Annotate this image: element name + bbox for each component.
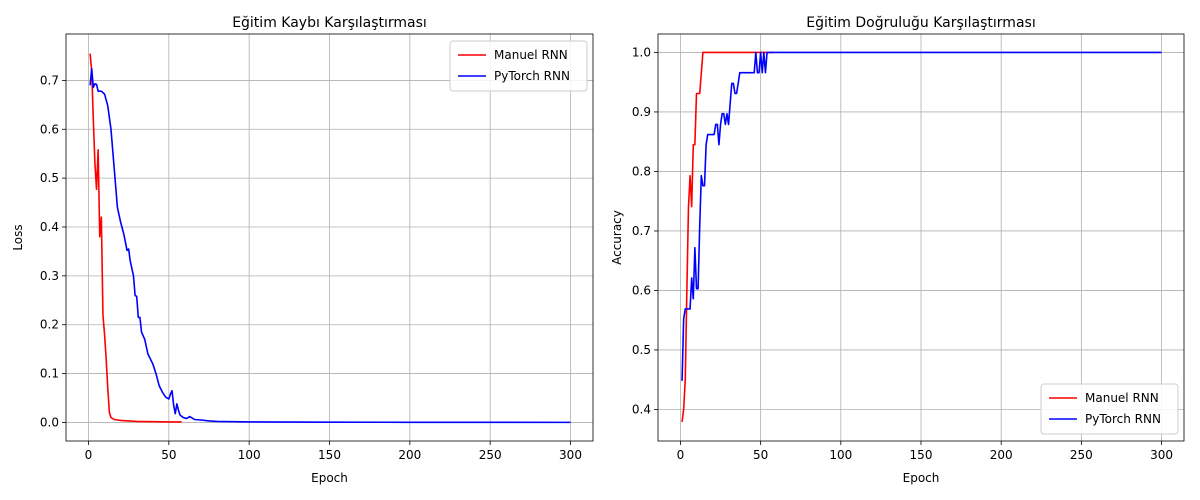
loss-y-tick-label-4: 0.4	[40, 220, 59, 234]
loss-legend: Manuel RNN PyTorch RNN	[449, 40, 588, 92]
loss-y-tick-label-6: 0.6	[40, 122, 59, 136]
loss-y-tick-label-0: 0.0	[40, 415, 59, 429]
loss-x-axis-label: Epoch	[311, 471, 348, 485]
accuracy-x-tick-label-5: 250	[1070, 448, 1093, 462]
accuracy-y-tick-label-2: 0.6	[632, 283, 651, 297]
loss-y-tick-label-7: 0.7	[40, 73, 59, 87]
accuracy-series-line-manuel-rnn	[681, 51, 774, 423]
loss-grid	[66, 34, 593, 441]
accuracy-y-tick-label-6: 1.0	[632, 45, 651, 59]
accuracy-chart-title: Eğitim Doğruluğu Karşılaştırması	[806, 15, 1035, 31]
accuracy-y-tick-label-3: 0.7	[632, 224, 651, 238]
accuracy-grid	[658, 34, 1184, 441]
loss-legend-box	[449, 40, 588, 92]
loss-x-tick-label-4: 200	[398, 448, 421, 462]
accuracy-legend-box	[1040, 383, 1179, 435]
loss-x-tick-label-0: 0	[85, 448, 93, 462]
accuracy-y-tick-label-4: 0.8	[632, 164, 651, 178]
loss-x-tick-label-6: 300	[559, 448, 582, 462]
accuracy-legend-label-manuel-rnn: Manuel RNN	[1085, 391, 1159, 405]
loss-chart-panel: 0 50 100 150 200 250 300 0.0 0.1 0.2 0.3 0.4 0.5 0.6 0…	[11, 15, 594, 485]
accuracy-series-line-pytorch-rnn	[681, 51, 1162, 381]
loss-y-tick-label-2: 0.2	[40, 318, 59, 332]
loss-y-tick-label-3: 0.3	[40, 269, 59, 283]
accuracy-chart-panel: 0 50 100 150 200 250 300 0.4 0.5 0.6 0.7 0.8 0.9 1.0 E…	[610, 15, 1185, 485]
accuracy-y-tick-label-5: 0.9	[632, 105, 651, 119]
loss-series-line-pytorch-rnn	[89, 67, 571, 424]
accuracy-x-axis-label: Epoch	[903, 471, 940, 485]
loss-chart-title: Eğitim Kaybı Karşılaştırması	[232, 15, 427, 31]
loss-y-tick-label-5: 0.5	[40, 171, 59, 185]
accuracy-x-tick-label-3: 150	[910, 448, 933, 462]
accuracy-y-tick-label-1: 0.5	[632, 343, 651, 357]
loss-x-tick-label-2: 100	[238, 448, 261, 462]
loss-legend-label-pytorch-rnn: PyTorch RNN	[494, 69, 570, 83]
loss-legend-label-manuel-rnn: Manuel RNN	[494, 48, 568, 62]
loss-x-tick-label-5: 250	[479, 448, 502, 462]
accuracy-legend-label-pytorch-rnn: PyTorch RNN	[1085, 412, 1161, 426]
accuracy-x-tick-label-6: 300	[1150, 448, 1173, 462]
accuracy-y-axis-label: Accuracy	[610, 210, 624, 265]
loss-x-tick-label-1: 50	[161, 448, 176, 462]
accuracy-y-tick-label-0: 0.4	[632, 402, 651, 416]
accuracy-x-tick-label-2: 100	[829, 448, 852, 462]
accuracy-x-tick-label-4: 200	[990, 448, 1013, 462]
loss-series-line-manuel-rnn	[89, 53, 182, 423]
accuracy-x-tick-label-0: 0	[677, 448, 685, 462]
loss-x-tick-label-3: 150	[318, 448, 341, 462]
accuracy-legend: Manuel RNN PyTorch RNN	[1040, 383, 1179, 435]
accuracy-x-tick-label-1: 50	[753, 448, 768, 462]
loss-y-axis-label: Loss	[11, 224, 25, 250]
loss-y-tick-label-1: 0.1	[40, 367, 59, 381]
